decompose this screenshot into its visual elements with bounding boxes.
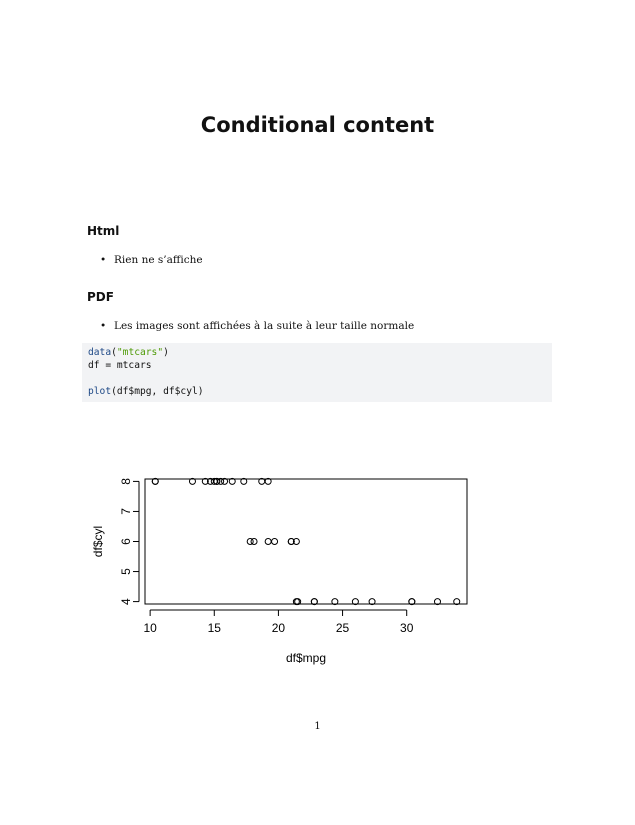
y-axis: 4 5 6 7 8 <box>119 478 140 605</box>
x-tick-label: 15 <box>208 621 222 635</box>
code-line: plot(df$mpg, df$cyl) <box>88 385 546 398</box>
data-point <box>292 538 300 545</box>
y-tick-label: 4 <box>119 598 133 605</box>
plot-frame <box>144 478 468 605</box>
data-point <box>188 477 196 485</box>
x-tick-label: 25 <box>336 621 350 635</box>
data-point <box>240 477 248 485</box>
data-point <box>201 477 209 485</box>
data-point <box>408 598 416 606</box>
x-axis-label: df$mpg <box>286 651 326 665</box>
x-tick-label: 10 <box>143 621 157 635</box>
data-point <box>292 598 300 606</box>
list-item: Les images sont affichées à la suite à l… <box>100 320 414 332</box>
y-tick-label: 5 <box>119 568 133 575</box>
code-line: data("mtcars") <box>88 346 546 359</box>
code-token: (df$mpg, df$cyl) <box>111 386 204 397</box>
data-point <box>331 598 339 606</box>
code-token: df = mtcars <box>88 360 152 371</box>
code-line <box>88 372 546 385</box>
html-bullet-list: Rien ne s’affiche <box>100 254 203 266</box>
data-point <box>213 477 221 485</box>
code-line: df = mtcars <box>88 359 546 372</box>
pdf-bullet-list: Les images sont affichées à la suite à l… <box>100 320 414 332</box>
data-point <box>264 538 272 545</box>
code-token: ( <box>111 347 117 358</box>
code-token: ) <box>163 347 169 358</box>
x-tick-label: 30 <box>400 621 414 635</box>
data-point <box>210 477 218 485</box>
section-heading-pdf: PDF <box>87 290 114 304</box>
data-point <box>221 477 229 485</box>
list-item: Rien ne s’affiche <box>100 254 203 266</box>
code-token: "mtcars" <box>116 347 164 358</box>
data-points <box>151 477 461 606</box>
data-point <box>433 598 441 606</box>
code-block: data("mtcars") df = mtcars plot(df$mpg, df… <box>82 343 552 402</box>
y-tick-label: 8 <box>119 478 133 485</box>
data-point <box>151 477 159 485</box>
scatter-plot: 10 15 20 25 30 4 5 6 7 8 df$mpg df$cyl <box>91 477 468 665</box>
data-point <box>264 477 272 485</box>
data-point <box>351 598 359 606</box>
data-point <box>310 598 318 606</box>
y-tick-label: 6 <box>119 538 133 545</box>
data-point <box>250 538 258 545</box>
page-title: Conditional content <box>200 113 435 137</box>
section-heading-html: Html <box>87 224 120 238</box>
data-point <box>287 538 295 545</box>
page-number: 1 <box>314 721 321 732</box>
x-axis: 10 15 20 25 30 <box>143 609 414 635</box>
y-axis-label: df$cyl <box>91 526 105 557</box>
code-token: plot <box>88 386 112 397</box>
data-point <box>271 538 279 545</box>
data-point <box>246 538 254 545</box>
data-point <box>228 477 236 485</box>
data-point <box>453 598 461 606</box>
data-point <box>368 598 376 606</box>
y-tick-label: 7 <box>119 508 133 515</box>
code-token: data <box>88 347 112 358</box>
x-tick-label: 20 <box>272 621 286 635</box>
